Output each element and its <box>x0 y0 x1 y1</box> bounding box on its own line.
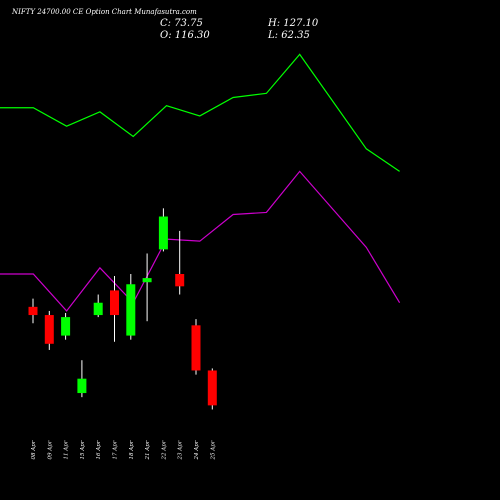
x-tick-label: 22 Apr <box>161 440 167 460</box>
x-tick-label: 23 Apr <box>178 440 184 460</box>
candle-body <box>191 325 201 371</box>
low-value: L: 62.35 <box>267 30 310 41</box>
candle-body <box>44 315 54 344</box>
high-value: H: 127.10 <box>267 18 319 29</box>
candle-body <box>77 378 87 394</box>
x-tick-label: 16 Apr <box>96 440 102 459</box>
indicator-lines <box>0 53 401 312</box>
x-tick-label: 21 Apr <box>145 440 151 460</box>
candle-body <box>61 317 71 336</box>
x-tick-label: 25 Apr <box>210 440 216 460</box>
lower-band-line <box>0 170 401 312</box>
x-tick-label: 11 Apr <box>64 440 70 459</box>
x-axis-ticks: 08 Apr 09 Apr 11 Apr 15 Apr 16 Apr 17 Apr 18 A… <box>31 440 216 460</box>
candles-group <box>28 208 217 410</box>
candle-body <box>93 302 103 316</box>
chart-title: NIFTY 24700.00 CE Option Chart Munafasut… <box>11 8 197 16</box>
x-tick-label: 24 Apr <box>194 440 200 460</box>
candle-body <box>175 274 185 287</box>
candle-body <box>126 284 136 336</box>
candle-body <box>207 370 217 406</box>
x-tick-label: 17 Apr <box>113 440 119 459</box>
x-tick-label: 18 Apr <box>129 440 135 459</box>
x-tick-label: 08 Apr <box>31 440 37 459</box>
x-tick-label: 15 Apr <box>80 440 86 459</box>
close-value: C: 73.75 <box>160 18 203 29</box>
candle-body <box>110 290 119 316</box>
candle-body <box>28 306 38 316</box>
open-value: O: 116.30 <box>160 30 210 41</box>
x-tick-label: 09 Apr <box>47 440 53 459</box>
candle-body <box>142 278 152 283</box>
upper-band-line <box>0 53 400 172</box>
candle-body <box>158 216 168 250</box>
